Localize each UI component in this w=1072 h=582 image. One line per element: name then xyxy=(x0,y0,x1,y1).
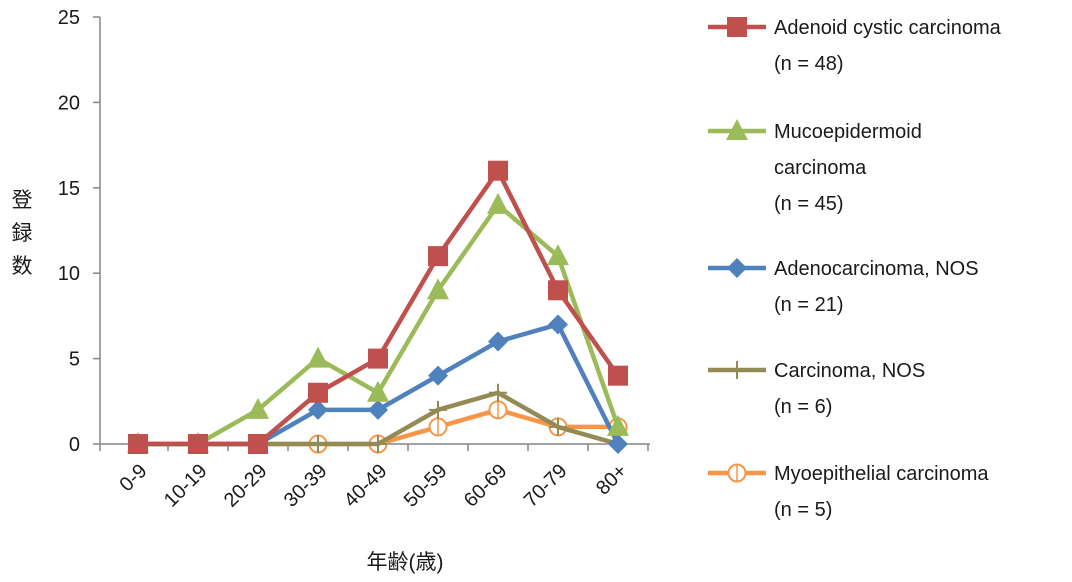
legend-item: Adenoid cystic carcinoma (n = 48) xyxy=(708,17,1002,75)
data-point-diamond xyxy=(488,331,508,352)
y-tick-label: 15 xyxy=(58,178,80,200)
data-point-plus xyxy=(369,435,387,453)
legend-label: Adenocarcinoma, NOS xyxy=(774,258,979,280)
data-point-square xyxy=(188,434,208,454)
y-tick-label: 20 xyxy=(58,92,80,114)
legend-label: Myoepithelial carcinoma xyxy=(774,463,989,485)
data-point-plus xyxy=(429,400,447,419)
x-tick-label: 60-69 xyxy=(460,460,512,512)
legend-label: (n = 45) xyxy=(774,193,843,215)
data-point-square xyxy=(248,434,268,454)
x-tick-label: 10-19 xyxy=(160,460,212,512)
data-point-diamond xyxy=(548,314,568,335)
data-point-diamond xyxy=(308,399,328,420)
x-tick-label: 0-9 xyxy=(116,460,152,496)
x-tick-label: 40-49 xyxy=(340,460,392,512)
x-tick-label: 80+ xyxy=(592,460,632,500)
data-point-diamond xyxy=(727,258,747,278)
y-tick-label: 5 xyxy=(69,349,80,371)
data-point-diamond xyxy=(368,399,388,420)
data-point-triangle xyxy=(487,192,509,214)
x-tick-label: 30-39 xyxy=(280,460,332,512)
data-point-circle xyxy=(428,417,448,437)
data-point-plus xyxy=(728,361,746,379)
y-axis-title: 登録数 xyxy=(12,189,33,278)
legend-label: (n = 48) xyxy=(774,53,843,75)
x-tick-label: 70-79 xyxy=(520,460,572,512)
data-point-square xyxy=(308,382,328,403)
data-point-square xyxy=(608,365,628,386)
data-point-square xyxy=(488,160,508,181)
data-point-plus xyxy=(549,417,567,436)
data-point-diamond xyxy=(428,365,448,386)
data-point-triangle xyxy=(607,414,629,436)
data-point-triangle xyxy=(547,244,569,266)
x-tick-label: 50-59 xyxy=(400,460,452,512)
legend-item: Carcinoma, NOS (n = 6) xyxy=(708,360,925,418)
data-point-triangle xyxy=(427,278,449,300)
legend-label: (n = 5) xyxy=(774,499,832,521)
data-point-square xyxy=(548,280,568,301)
legend-item: Adenocarcinoma, NOS (n = 21) xyxy=(708,258,979,316)
data-point-triangle xyxy=(247,397,269,419)
legend-label: Mucoepidermoid xyxy=(774,121,922,143)
axis-titles: 登録数 年齢(歳) xyxy=(12,189,444,574)
y-tick-label: 10 xyxy=(58,263,80,285)
legend-label: Carcinoma, NOS xyxy=(774,360,925,382)
legend-label: (n = 21) xyxy=(774,294,843,316)
legend-label: carcinoma xyxy=(774,157,867,179)
data-point-plus xyxy=(309,435,327,453)
data-point-square xyxy=(128,434,148,454)
data-point-circle xyxy=(488,400,508,420)
legend-item: Mucoepidermoid carcinoma (n = 45) xyxy=(708,119,922,215)
data-point-circle xyxy=(727,463,747,483)
legend-label: Adenoid cystic carcinoma xyxy=(774,17,1002,39)
x-tick-label: 20-29 xyxy=(220,460,272,512)
y-tick-label: 25 xyxy=(58,7,80,29)
data-point-triangle xyxy=(307,346,329,368)
data-point-square xyxy=(727,17,747,37)
data-point-square xyxy=(428,246,448,267)
data-point-diamond xyxy=(608,434,628,454)
legend-item: Myoepithelial carcinoma (n = 5) xyxy=(708,463,989,521)
data-point-triangle xyxy=(367,380,389,402)
data-point-square xyxy=(368,348,388,369)
y-tick-label: 0 xyxy=(69,434,80,456)
series-layer xyxy=(127,160,629,454)
x-axis-title: 年齢(歳) xyxy=(367,551,444,574)
data-point-plus xyxy=(489,383,507,402)
legend-label: (n = 6) xyxy=(774,396,832,418)
legend: Adenoid cystic carcinoma (n = 48) Mucoepid… xyxy=(708,17,1002,521)
series-0 xyxy=(128,160,628,454)
data-point-triangle xyxy=(726,119,748,140)
